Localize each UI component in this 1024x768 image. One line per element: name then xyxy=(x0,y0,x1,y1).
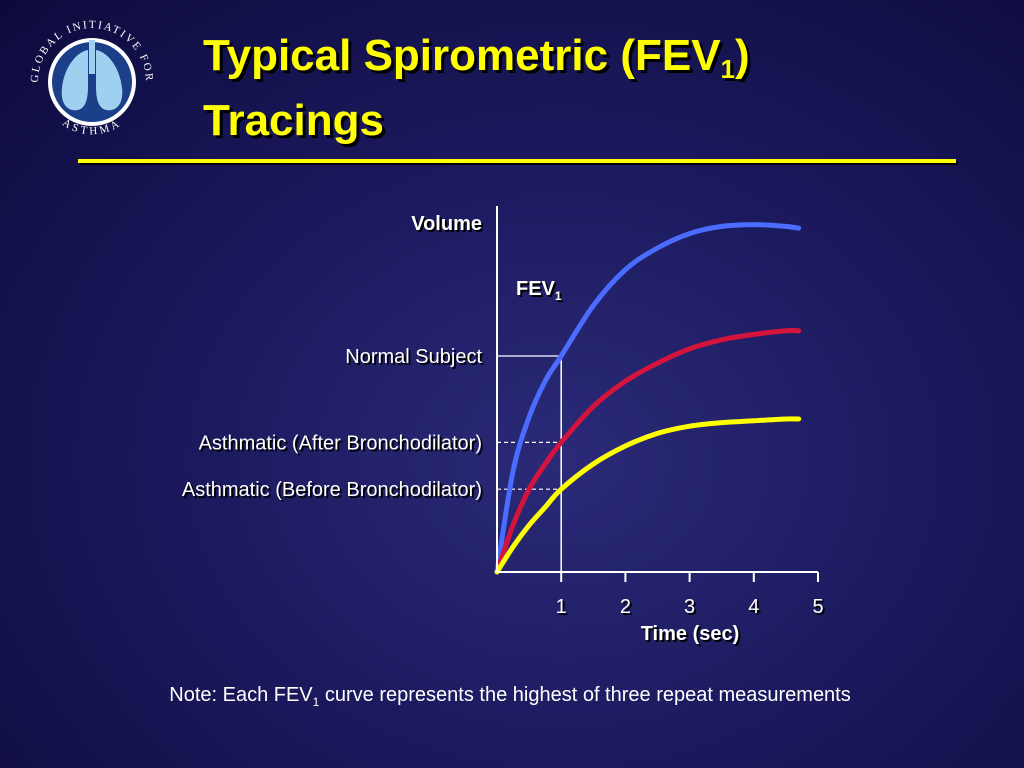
x-tick-label: 2 xyxy=(620,596,631,618)
title-line-2: Tracings xyxy=(203,96,384,145)
x-tick-label: 3 xyxy=(684,596,695,618)
footnote-subscript: 1 xyxy=(312,695,320,709)
gina-logo: GLOBAL INITIATIVE FOR ASTHMA xyxy=(29,19,153,138)
fev1-marker-label: FEV1 xyxy=(516,278,562,303)
x-tick-label: 1 xyxy=(556,596,567,618)
x-axis-label: Time (sec) xyxy=(641,623,740,645)
fev1-marker-text: FEV xyxy=(516,278,556,300)
footnote-text-2: curve represents the highest of three re… xyxy=(319,684,851,706)
title-subscript: 1 xyxy=(720,54,736,84)
x-tick-label-shadow: 5 xyxy=(814,598,825,620)
series-line xyxy=(494,416,802,575)
footnote: Note: Each FEV1 curve represents the hig… xyxy=(0,684,1020,709)
lung-icon-right xyxy=(96,50,123,111)
series-label-shadow: Normal Subject xyxy=(347,348,484,370)
series-label: Asthmatic (Before Bronchodilator) xyxy=(182,479,482,501)
x-tick-label-shadow: 1 xyxy=(558,598,569,620)
series-label-shadow: Asthmatic (After Bronchodilator) xyxy=(201,434,484,456)
series-label-shadow: Asthmatic (Before Bronchodilator) xyxy=(184,481,484,503)
x-tick-label-shadow: 4 xyxy=(750,598,761,620)
x-tick-label: 5 xyxy=(812,596,823,618)
x-axis-ticks: 11 22 33 44 55 xyxy=(556,572,826,620)
y-axis-label-shadow: Volume xyxy=(413,215,484,237)
slide-title: Typical Spirometric (FEV1) Tracings xyxy=(203,30,750,147)
series-label: Asthmatic (After Bronchodilator) xyxy=(199,432,482,454)
x-tick-label-shadow: 3 xyxy=(686,598,697,620)
x-axis-label-shadow: Time (sec) xyxy=(643,625,742,647)
title-text: Typical Spirometric (FEV xyxy=(203,31,721,80)
x-tick-label-shadow: 2 xyxy=(622,598,633,620)
title-divider xyxy=(78,159,956,163)
fev1-marker-subscript: 1 xyxy=(555,289,562,303)
series-line xyxy=(494,328,802,575)
series-line xyxy=(494,222,802,575)
trachea-icon xyxy=(89,40,95,74)
series-label: Normal Subject xyxy=(345,346,482,368)
title-line-1: Typical Spirometric (FEV1) xyxy=(203,30,750,95)
title-close-paren: ) xyxy=(735,31,750,80)
fev1-curves xyxy=(494,222,802,575)
x-tick-label: 4 xyxy=(748,596,759,618)
fev1-marker-label-shadow: FEV1 xyxy=(518,280,564,305)
lung-icon-left xyxy=(61,50,88,111)
footnote-text-1: Note: Each FEV xyxy=(169,684,313,706)
y-axis-label: Volume xyxy=(411,213,482,235)
chart-axes xyxy=(496,206,818,573)
